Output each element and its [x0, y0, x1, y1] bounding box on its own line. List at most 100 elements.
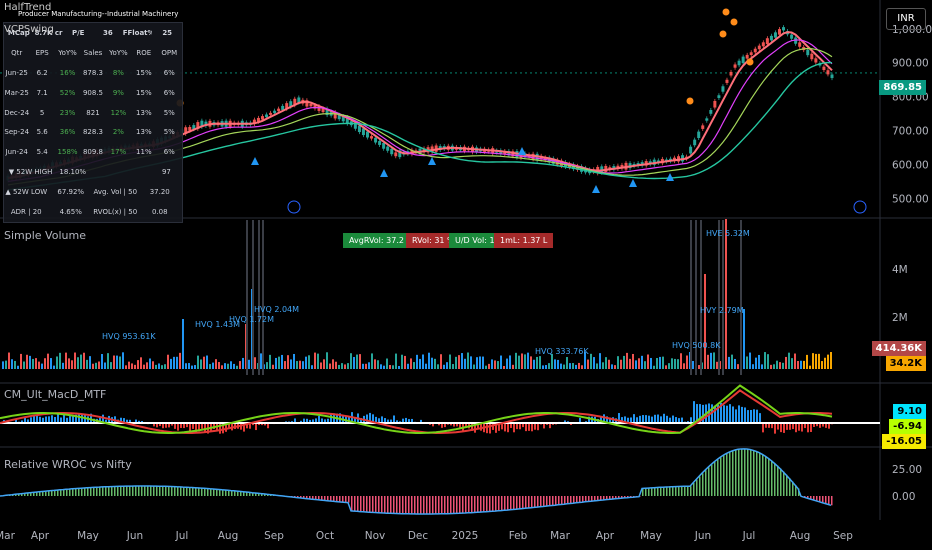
wroc-bar [84, 487, 86, 496]
volume-bar [581, 365, 583, 369]
wroc-bar [732, 450, 734, 496]
macd-histogram-bar [261, 423, 263, 426]
volume-bar [275, 357, 277, 369]
wroc-bar [162, 486, 164, 496]
wroc-bar [42, 491, 44, 496]
candle-body [749, 52, 753, 55]
wroc-bar [63, 489, 65, 496]
wroc-bar [537, 496, 539, 508]
wroc-bar [696, 479, 698, 496]
wroc-bar [588, 496, 590, 502]
macd-histogram-bar [135, 419, 137, 423]
wroc-bar [216, 489, 218, 496]
candle-body [394, 152, 398, 157]
candle-body [305, 100, 309, 107]
wroc-bar [174, 486, 176, 496]
macd-histogram-bar [174, 423, 176, 429]
currency-button[interactable]: INR [886, 8, 926, 30]
table-cell: 13% [136, 108, 152, 117]
volume-bar [713, 352, 715, 369]
x-axis-label: Oct [316, 530, 334, 542]
wroc-bar [258, 493, 260, 496]
volume-bar [14, 360, 16, 369]
macd-histogram-bar [195, 423, 197, 433]
candle-body [277, 108, 281, 112]
volume-bar [401, 354, 403, 369]
wroc-bar [492, 496, 494, 512]
volume-bar [68, 358, 70, 369]
volume-bar [518, 355, 520, 369]
volume-bar [470, 356, 472, 369]
macd-histogram-bar [201, 423, 203, 429]
wroc-bar [129, 486, 131, 496]
wroc-bar [480, 496, 482, 513]
macd-histogram-bar [465, 423, 467, 428]
macd-histogram-bar [645, 415, 647, 423]
wroc-bar [597, 496, 599, 501]
volume-highlight-band [262, 220, 264, 375]
macd-histogram-bar [732, 406, 734, 423]
swing-low-marker [251, 157, 259, 165]
volume-bar [635, 360, 637, 369]
wroc-bar [450, 496, 452, 514]
volume-bar [698, 365, 700, 369]
volume-axis-2m: 2M [892, 312, 908, 324]
candle-body [814, 58, 818, 63]
volume-bar [77, 357, 79, 369]
macd-histogram-bar [54, 417, 56, 423]
volume-bar [101, 354, 103, 369]
wroc-bar [573, 496, 575, 504]
wroc-bar [654, 487, 656, 496]
volume-highlight-band [246, 220, 248, 375]
volume-bar [350, 353, 352, 369]
macd-histogram-bar [714, 405, 716, 423]
wroc-bar [21, 493, 23, 496]
macd-histogram-bar [36, 414, 38, 423]
macd-histogram-bar [444, 423, 446, 428]
macd-histogram-bar [318, 416, 320, 423]
x-axis-label: Aug [790, 530, 811, 542]
volume-bar [212, 362, 214, 369]
volume-bar [752, 364, 754, 369]
macd-histogram-bar [60, 417, 62, 423]
wroc-bar [504, 496, 506, 511]
volume-bar [620, 359, 622, 369]
macd-histogram-bar [402, 418, 404, 423]
wroc-bar [627, 496, 629, 498]
table-cell: 2% [112, 128, 124, 137]
candle-body [260, 116, 264, 120]
volume-bar [326, 352, 328, 369]
x-axis-label: Mar [550, 530, 570, 542]
x-axis-label: Sep [264, 530, 284, 542]
volume-bar [302, 361, 304, 369]
macd-histogram-bar [804, 423, 806, 429]
macd-histogram-bar [390, 419, 392, 423]
dividend-marker [853, 200, 867, 214]
volume-bar [677, 359, 679, 369]
macd-histogram-bar [177, 423, 179, 431]
candle-body [782, 27, 786, 31]
macd-histogram-bar [825, 423, 827, 428]
candle-body [794, 37, 798, 44]
volume-bar [617, 356, 619, 369]
candle-body [777, 29, 781, 35]
wroc-bar [87, 487, 89, 496]
wroc-bar [264, 493, 266, 496]
candle-body [333, 112, 337, 119]
wroc-bar [822, 496, 824, 503]
volume-bar [599, 353, 601, 369]
x-axis-label: Feb [509, 530, 528, 542]
avgvol-value: 37.20 [149, 188, 170, 197]
table-quarter-row: Jun-24 5.4 158% 809.8 17% 11% 6% [4, 142, 182, 162]
wroc-bar [357, 496, 359, 512]
wroc-bar [669, 486, 671, 496]
candle-body [693, 139, 697, 146]
volume-bar [335, 361, 337, 369]
volume-bar [17, 365, 19, 369]
wroc-bar [351, 496, 353, 511]
volume-bar [362, 363, 364, 369]
wroc-bar [366, 496, 368, 512]
wroc-bar [804, 496, 806, 498]
wroc-bar [684, 486, 686, 496]
